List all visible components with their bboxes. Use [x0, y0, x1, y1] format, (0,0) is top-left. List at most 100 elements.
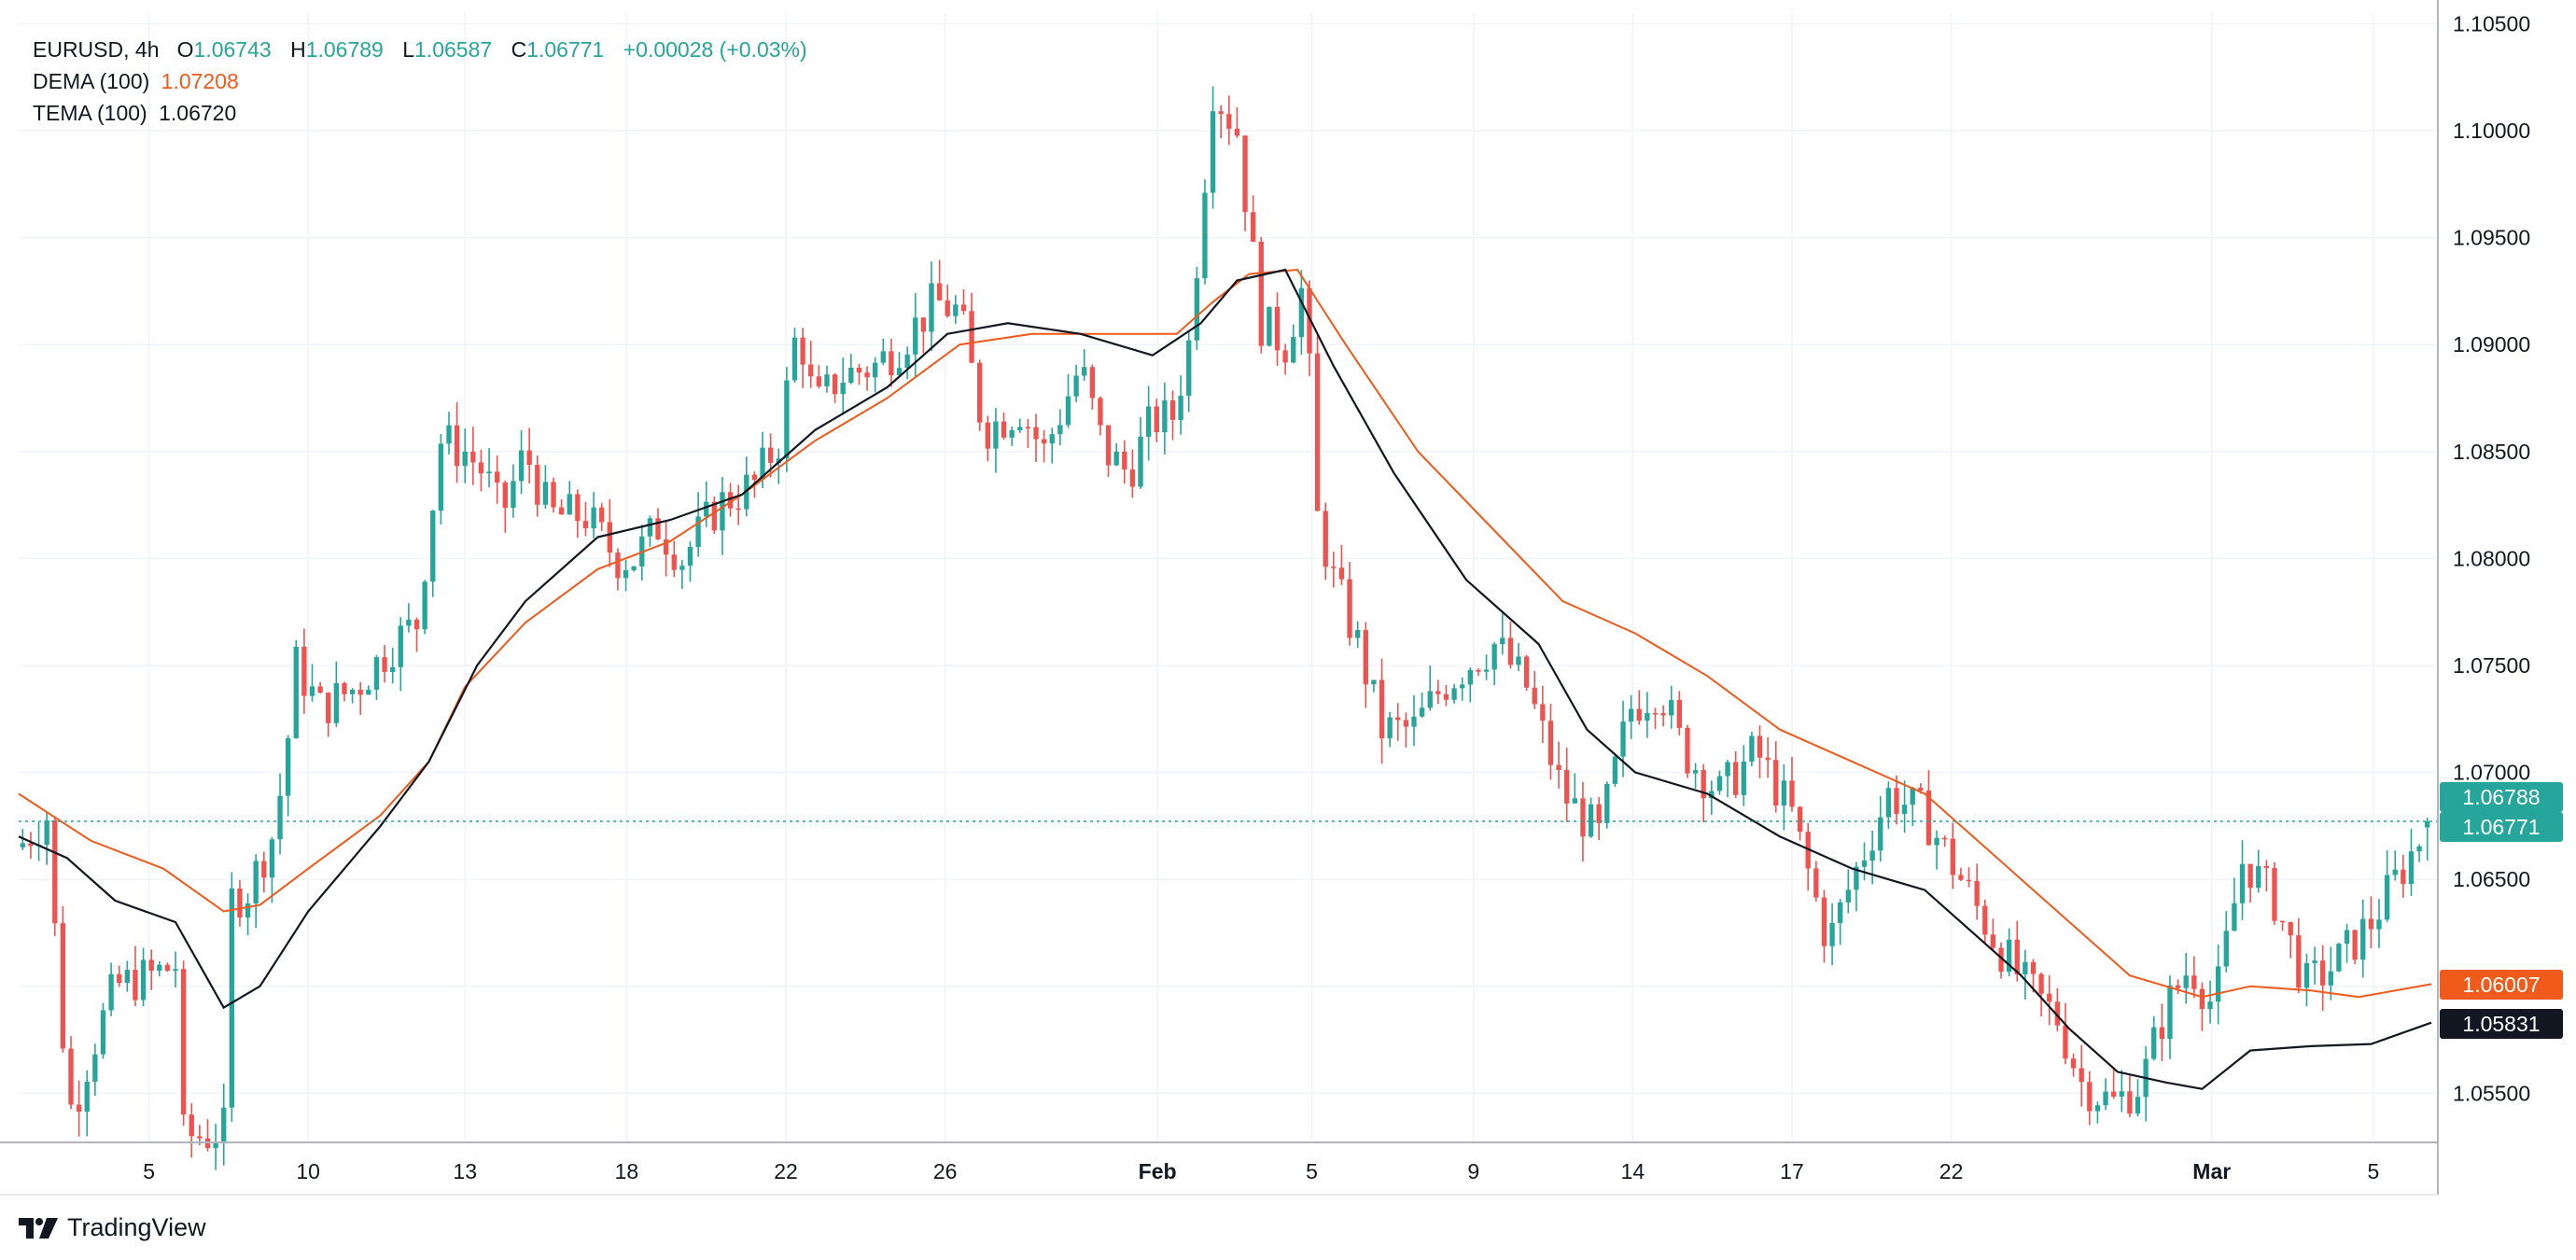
candle-body: [2401, 869, 2406, 885]
candle-body: [607, 522, 612, 553]
candle-body: [1636, 708, 1642, 721]
candle-body: [357, 690, 363, 695]
time-tick-label: 26: [933, 1159, 958, 1183]
candle-body: [148, 959, 154, 972]
candle-body: [164, 964, 171, 972]
candle-body: [413, 619, 420, 630]
price-tick-label: 1.07500: [2453, 653, 2530, 678]
candle-body: [558, 507, 565, 515]
candle-body: [1298, 287, 1305, 338]
candle-body: [2392, 869, 2398, 875]
candle-body: [1885, 788, 1892, 818]
candle-body: [261, 861, 267, 878]
candle-body: [1122, 451, 1127, 470]
candle-body: [936, 283, 943, 301]
candle-body: [2159, 1027, 2165, 1040]
dema-legend-row[interactable]: DEMA (100) 1.07208: [33, 65, 807, 97]
candle-body: [2103, 1091, 2108, 1106]
candle-body: [2175, 985, 2181, 988]
candle-body: [1894, 788, 1899, 815]
tradingview-brand[interactable]: TradingView: [19, 1213, 206, 1242]
candle-body: [1057, 425, 1063, 435]
brand-name: TradingView: [67, 1213, 206, 1241]
candle-body: [873, 362, 878, 378]
candle-body: [582, 521, 589, 529]
candle-body: [542, 482, 549, 505]
candle-body: [52, 819, 58, 924]
candle-body: [1347, 579, 1352, 638]
price-tick-label: 1.06500: [2453, 867, 2530, 891]
candle-body: [1829, 922, 1835, 946]
candle-body: [1628, 708, 1634, 722]
candle-body: [124, 970, 130, 984]
candle-body: [1861, 861, 1868, 867]
candle-body: [1757, 735, 1763, 758]
candle-body: [1950, 838, 1955, 875]
candle-body: [1017, 427, 1023, 431]
candle-body: [349, 690, 356, 694]
candle-body: [189, 1114, 194, 1137]
candle-body: [1588, 804, 1594, 837]
change-value: +0.00028 (+0.03%): [623, 37, 807, 62]
candle-body: [575, 494, 581, 522]
candle-body: [2288, 922, 2293, 936]
candle-body: [1291, 337, 1296, 363]
time-tick-label: 22: [774, 1159, 798, 1183]
time-tick-label: 5: [2368, 1159, 2380, 1183]
candle-body: [2232, 903, 2237, 931]
candle-body: [1676, 700, 1683, 728]
candle-body: [28, 843, 34, 847]
candle-body: [735, 508, 741, 511]
ohlc-row: EURUSD, 4h O1.06743 H1.06789 L1.06587 C1…: [33, 34, 807, 65]
candle-body: [245, 903, 251, 918]
candle-body: [1082, 367, 1087, 376]
candle-body: [1218, 111, 1224, 115]
candlestick-series: [20, 86, 2430, 1170]
candle-body: [2014, 939, 2020, 974]
candle-body: [1323, 511, 1328, 567]
candle-body: [1701, 770, 1706, 799]
high-value: 1.06789: [305, 37, 384, 62]
candle-body: [1974, 880, 1980, 906]
candle-body: [1427, 691, 1433, 708]
candle-body: [221, 1107, 227, 1144]
candle-body: [237, 889, 243, 918]
candle-body: [551, 482, 556, 508]
candle-body: [2368, 918, 2374, 930]
candle-body: [1732, 762, 1739, 795]
candle-body: [2030, 961, 2037, 974]
time-tick-label: 14: [1621, 1159, 1645, 1183]
candle-body: [776, 458, 781, 463]
candle-body: [993, 421, 999, 449]
time-axis[interactable]: 5 10 13 18 22 26 Feb 5 9 14 17 22 Mar 5: [0, 1141, 2438, 1196]
candle-body: [1645, 712, 1650, 721]
candle-body: [342, 682, 347, 694]
candle-body: [1073, 375, 1079, 397]
candle-body: [2384, 875, 2390, 920]
close-price-tag: 1.06771: [2440, 811, 2563, 842]
candle-body: [880, 351, 886, 363]
tema-line: [18, 268, 2432, 1090]
candle-body: [1435, 691, 1441, 694]
time-tick-label: 9: [1467, 1159, 1479, 1183]
tema-legend-row[interactable]: TEMA (100) 1.06720: [33, 97, 807, 129]
candle-body: [511, 481, 516, 509]
candle-body: [20, 843, 25, 847]
time-tick-label: 5: [143, 1159, 155, 1183]
tema-value: 1.06720: [159, 101, 237, 125]
candle-body: [1845, 889, 1851, 903]
candle-body: [277, 795, 283, 840]
candle-body: [1314, 353, 1321, 511]
candle-body: [1202, 192, 1208, 279]
candle-body: [1419, 707, 1425, 717]
candle-body: [2408, 851, 2415, 885]
candle-body: [333, 682, 340, 723]
candle-body: [591, 507, 596, 529]
price-tick-label: 1.05500: [2453, 1081, 2530, 1105]
candle-body: [2199, 988, 2205, 1009]
candle-body: [470, 451, 476, 463]
candle-body: [309, 686, 315, 696]
candle-body: [720, 492, 725, 531]
symbol-label[interactable]: EURUSD, 4h: [33, 37, 160, 62]
